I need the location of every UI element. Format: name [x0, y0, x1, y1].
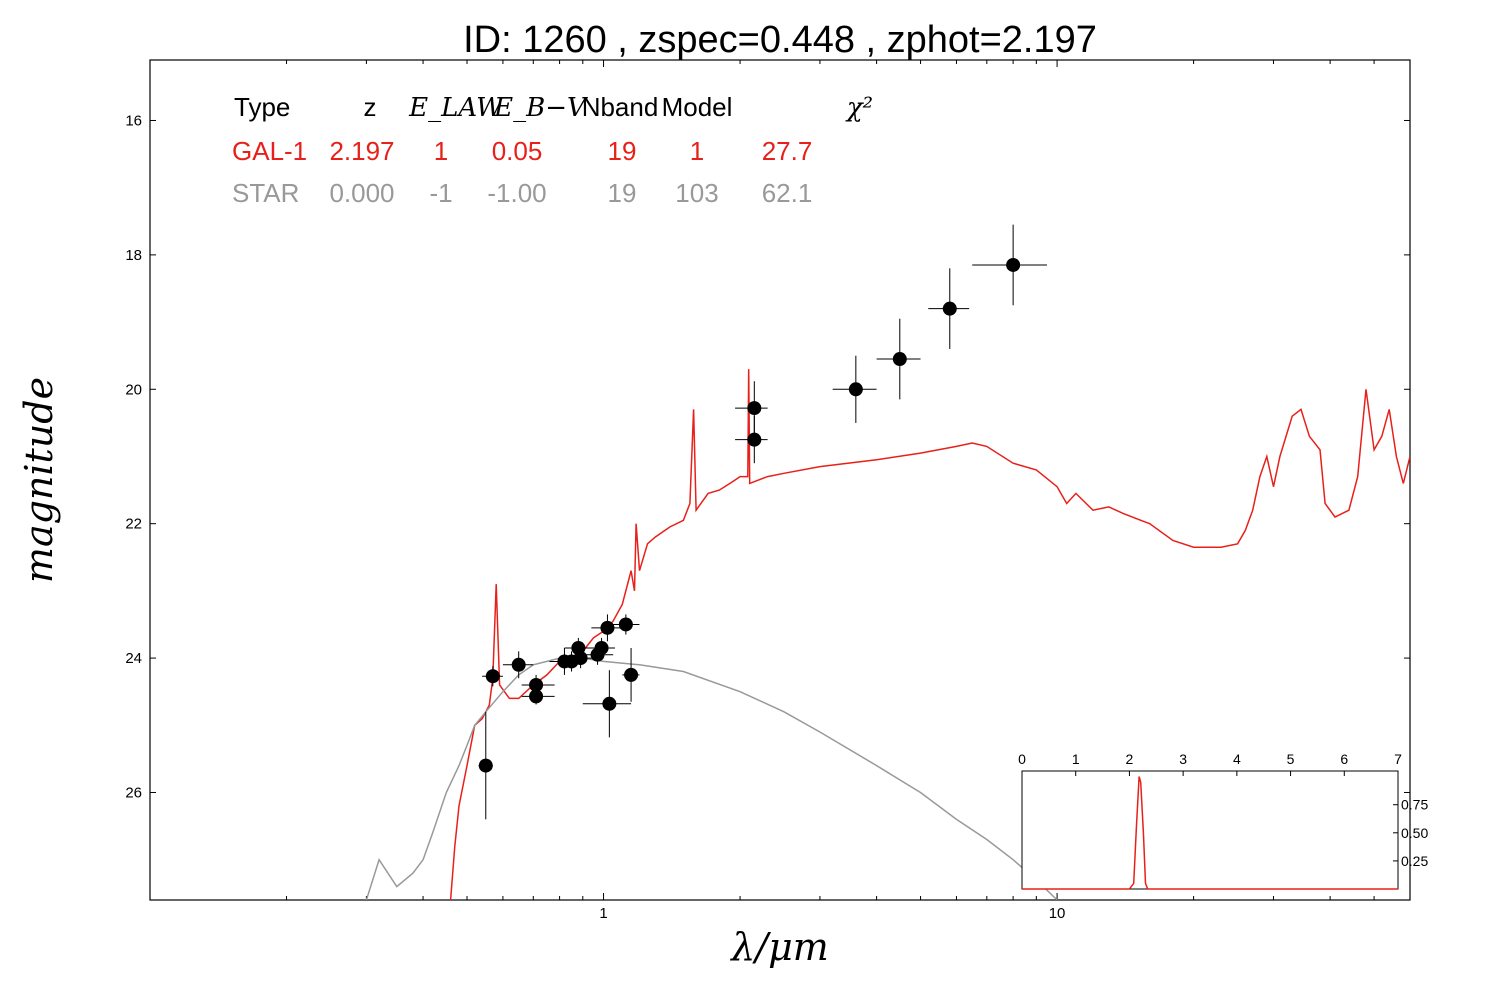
data-point: [511, 657, 526, 672]
data-point: [618, 617, 633, 632]
table-cell: 62.1: [762, 178, 813, 208]
data-point: [529, 689, 544, 704]
y-axis-label: magnitude: [17, 377, 61, 583]
inset-x-tick-label: 6: [1340, 751, 1348, 767]
table-cell: 1: [690, 136, 704, 166]
inset-x-tick-label: 4: [1233, 751, 1241, 767]
table-cell: -1: [429, 178, 452, 208]
y-tick-label: 20: [125, 381, 142, 398]
inset-x-tick-label: 1: [1072, 751, 1080, 767]
data-point: [478, 758, 493, 773]
table-cell: 0.000: [329, 178, 394, 208]
table-header: Model: [662, 92, 733, 122]
y-tick-label: 16: [125, 112, 142, 129]
table-cell: 0.05: [492, 136, 543, 166]
data-point: [892, 352, 907, 367]
plot-series: [365, 224, 1410, 900]
data-point: [600, 620, 615, 635]
inset-x-tick-label: 2: [1126, 751, 1134, 767]
data-point: [602, 696, 617, 711]
inset-y-tick-label: 0.25: [1401, 853, 1428, 869]
x-axis-label: λ/μm: [729, 925, 829, 969]
chart-title: ID: 1260 , zspec=0.448 , zphot=2.197: [463, 19, 1097, 61]
y-tick-label: 22: [125, 516, 142, 533]
data-point: [624, 667, 639, 682]
y-tick-label: 24: [125, 650, 142, 667]
inset-x-tick-label: 5: [1287, 751, 1295, 767]
table-cell: -1.00: [487, 178, 546, 208]
inset-y-tick-label: 0.50: [1401, 825, 1428, 841]
table-cell: 1: [434, 136, 448, 166]
inset-pdf-line: [1022, 776, 1398, 890]
table-header: z: [364, 92, 377, 122]
table-cell: 19: [608, 136, 637, 166]
table-header: χ²: [845, 93, 873, 123]
data-point: [747, 401, 762, 416]
data-point: [529, 677, 544, 692]
data-point: [573, 651, 588, 666]
table-header: Type: [234, 92, 290, 122]
star-model-line: [365, 657, 1058, 900]
data-point: [848, 382, 863, 397]
table-header: E_LAW: [408, 93, 505, 123]
table-cell: 27.7: [762, 136, 813, 166]
inset-y-tick-label: 0.75: [1401, 797, 1428, 813]
inset-x-tick-label: 0: [1018, 751, 1026, 767]
data-point: [594, 641, 609, 655]
table-cell: 103: [675, 178, 718, 208]
y-tick-label: 18: [125, 247, 142, 264]
x-tick-label: 10: [1049, 905, 1066, 922]
table-cell: GAL-1: [232, 136, 307, 166]
y-tick-label: 26: [125, 784, 142, 801]
inset-frame: [1021, 770, 1399, 890]
plot-frame: [149, 59, 1411, 901]
data-point: [747, 432, 762, 447]
x-tick-label: 1: [599, 905, 607, 922]
galaxy-model-line: [449, 369, 1410, 900]
inset-x-tick-label: 3: [1179, 751, 1187, 767]
table-header: E_B−V: [493, 93, 588, 123]
redshift-pdf-inset: 0 1 2 3 4 5 6 7 0.25 0.50 0.75: [1018, 751, 1428, 890]
table-cell: 19: [608, 178, 637, 208]
table-cell: STAR: [232, 178, 299, 208]
table-header: Nband: [582, 92, 659, 122]
data-point: [942, 301, 957, 316]
plot-area: [149, 59, 1411, 901]
inset-x-tick-label: 7: [1394, 751, 1402, 767]
data-point: [485, 669, 500, 684]
x-tick-labels: 1 10: [599, 905, 1065, 922]
table-cell: 2.197: [329, 136, 394, 166]
y-tick-labels: 16 18 20 22 24 26: [125, 112, 142, 801]
data-point: [1006, 257, 1021, 272]
